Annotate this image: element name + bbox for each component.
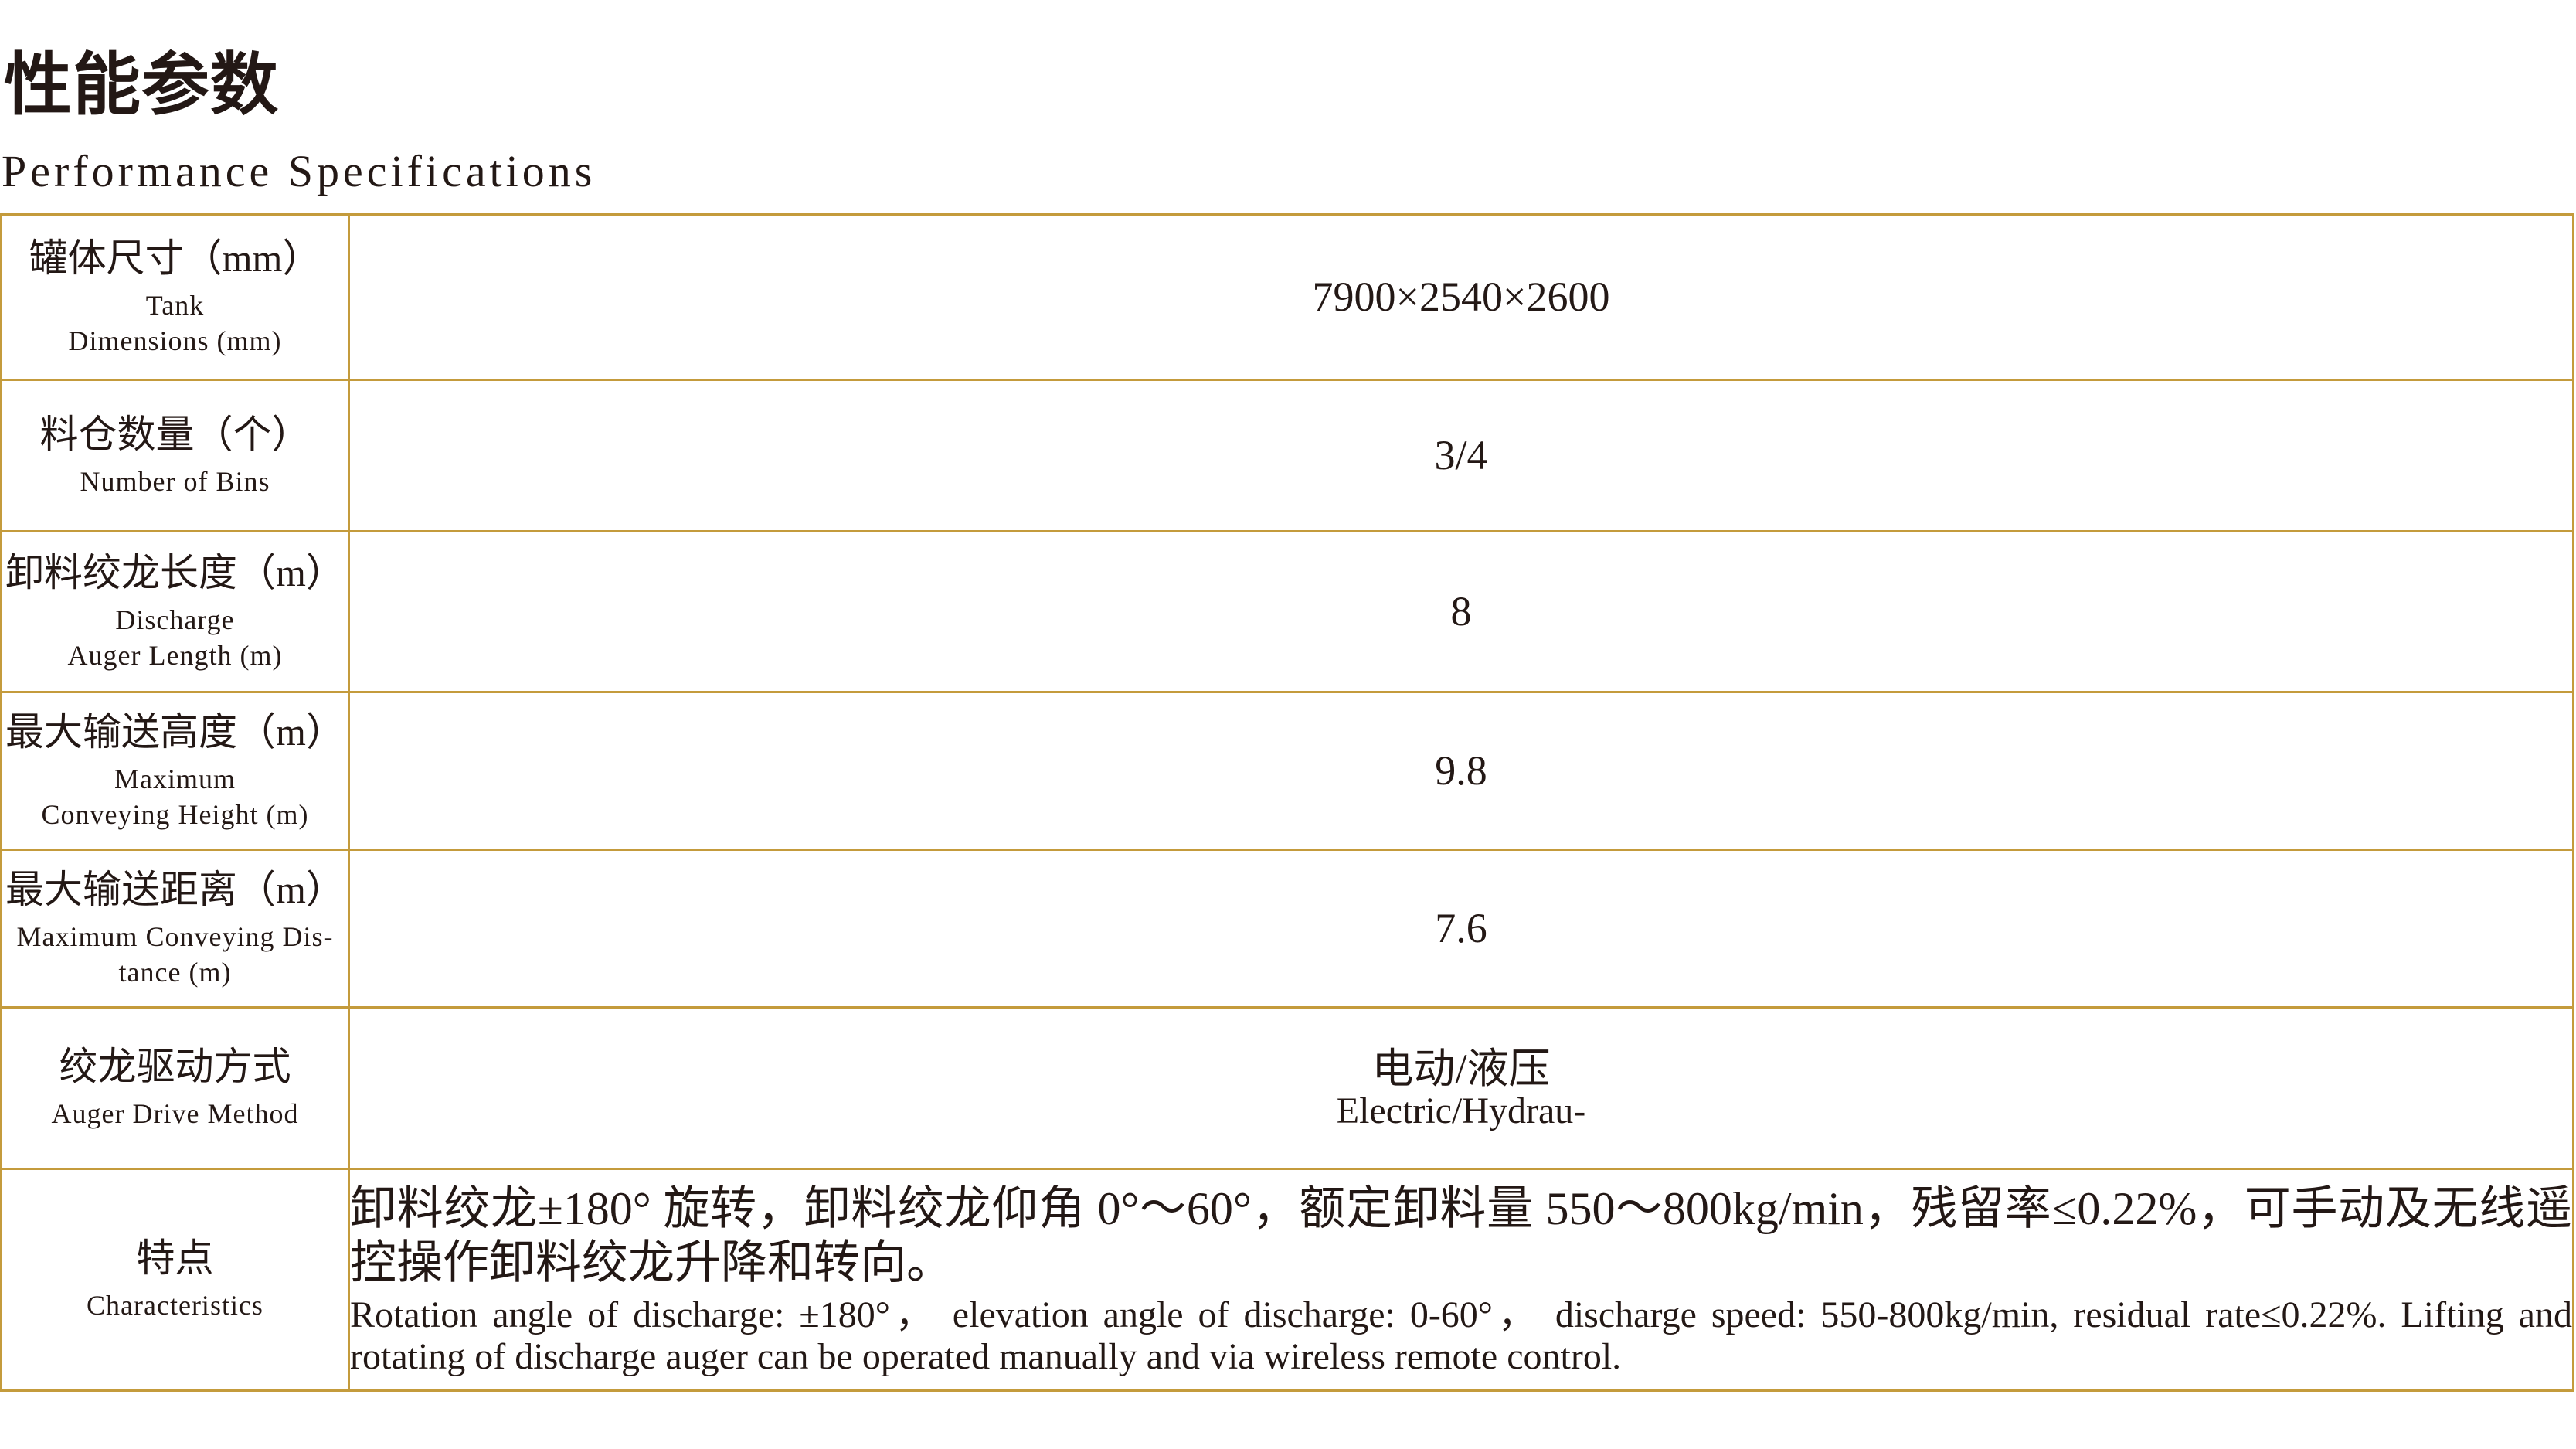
row-label-cell: 绞龙驱动方式 Auger Drive Method bbox=[0, 1006, 350, 1170]
row-label-en: Discharge Auger Length (m) bbox=[4, 602, 347, 673]
row-label-zh: 绞龙驱动方式 bbox=[59, 1045, 291, 1089]
table-row-characteristics: 特点 Characteristics 卸料绞龙±180° 旋转，卸料绞龙仰角 0… bbox=[0, 1168, 2574, 1392]
row-value: 7900×2540×2600 bbox=[1312, 274, 1610, 321]
row-label-en: Maximum Conveying Height (m) bbox=[4, 761, 347, 832]
table-row-number-of-bins: 料仓数量（个） Number of Bins 3/4 bbox=[0, 379, 2574, 532]
row-label-zh: 卸料绞龙长度（m） bbox=[5, 550, 345, 594]
row-value-cell: 9.8 bbox=[348, 691, 2574, 851]
row-value: 电动/液压 bbox=[1371, 1045, 1551, 1092]
row-value: 9.8 bbox=[1435, 747, 1487, 794]
row-label-zh: 料仓数量（个） bbox=[39, 412, 311, 456]
row-label-en: Characteristics bbox=[4, 1287, 347, 1323]
row-label-cell: 最大输送高度（m） Maximum Conveying Height (m) bbox=[0, 691, 350, 851]
row-label-cell: 料仓数量（个） Number of Bins bbox=[0, 379, 350, 532]
performance-spec-table: 罐体尺寸（mm） Tank Dimensions (mm) 7900×2540×… bbox=[0, 213, 2574, 1392]
row-value-cell: 7.6 bbox=[348, 849, 2574, 1009]
characteristics-text-en: Rotation angle of discharge: ±180°， elev… bbox=[350, 1294, 2572, 1378]
row-label-cell: 罐体尺寸（mm） Tank Dimensions (mm) bbox=[0, 213, 350, 381]
table-row-discharge-auger-length: 卸料绞龙长度（m） Discharge Auger Length (m) 8 bbox=[0, 530, 2574, 693]
page-title: 性能参数 bbox=[4, 49, 280, 124]
table-row-tank-dimensions: 罐体尺寸（mm） Tank Dimensions (mm) 7900×2540×… bbox=[0, 213, 2574, 381]
row-label-en-line: Dimensions (mm) bbox=[68, 325, 282, 356]
table-row-auger-drive-method: 绞龙驱动方式 Auger Drive Method 电动/液压 Electric… bbox=[0, 1006, 2574, 1170]
page-subtitle: Performance Specifications bbox=[2, 146, 596, 196]
row-value: 7.6 bbox=[1435, 905, 1487, 952]
row-label-en-line: Auger Drive Method bbox=[51, 1098, 299, 1130]
row-label-en-line: Conveying Height (m) bbox=[41, 799, 309, 830]
row-label-zh: 最大输送距离（m） bbox=[5, 867, 345, 911]
row-value-cell: 电动/液压 Electric/Hydrau- bbox=[348, 1006, 2574, 1170]
row-value-cell: 8 bbox=[348, 530, 2574, 693]
row-label-zh: 罐体尺寸（mm） bbox=[29, 236, 321, 280]
row-value-secondary: Electric/Hydrau- bbox=[1336, 1090, 1586, 1132]
row-label-en-line: Discharge bbox=[115, 604, 235, 635]
row-value-cell: 3/4 bbox=[348, 379, 2574, 532]
row-label-cell: 卸料绞龙长度（m） Discharge Auger Length (m) bbox=[0, 530, 350, 693]
row-value-cell: 卸料绞龙±180° 旋转，卸料绞龙仰角 0°～60°，额定卸料量 550～800… bbox=[348, 1168, 2574, 1392]
characteristics-text-zh: 卸料绞龙±180° 旋转，卸料绞龙仰角 0°～60°，额定卸料量 550～800… bbox=[350, 1182, 2572, 1288]
row-label-en: Number of Bins bbox=[4, 464, 347, 499]
row-label-en-line: tance (m) bbox=[118, 957, 232, 988]
row-label-zh: 最大输送高度（m） bbox=[5, 709, 345, 753]
row-label-en-line: Characteristics bbox=[87, 1290, 263, 1321]
row-label-en: Auger Drive Method bbox=[4, 1096, 347, 1131]
table-row-max-conveying-distance: 最大输送距离（m） Maximum Conveying Dis- tance (… bbox=[0, 849, 2574, 1009]
row-label-en-line: Number of Bins bbox=[80, 465, 270, 497]
row-value-cell: 7900×2540×2600 bbox=[348, 213, 2574, 381]
row-label-en-line: Tank bbox=[145, 289, 205, 321]
row-label-zh: 特点 bbox=[136, 1236, 214, 1281]
row-label-cell: 特点 Characteristics bbox=[0, 1168, 350, 1392]
row-label-en: Maximum Conveying Dis- tance (m) bbox=[4, 919, 347, 990]
row-value: 8 bbox=[1450, 588, 1472, 635]
row-label-en: Tank Dimensions (mm) bbox=[4, 287, 347, 359]
row-value: 3/4 bbox=[1434, 432, 1488, 479]
row-label-cell: 最大输送距离（m） Maximum Conveying Dis- tance (… bbox=[0, 849, 350, 1009]
row-label-en-line: Auger Length (m) bbox=[67, 640, 283, 671]
row-label-en-line: Maximum Conveying Dis- bbox=[16, 920, 334, 952]
table-row-max-conveying-height: 最大输送高度（m） Maximum Conveying Height (m) 9… bbox=[0, 691, 2574, 851]
row-label-en-line: Maximum bbox=[114, 763, 236, 794]
